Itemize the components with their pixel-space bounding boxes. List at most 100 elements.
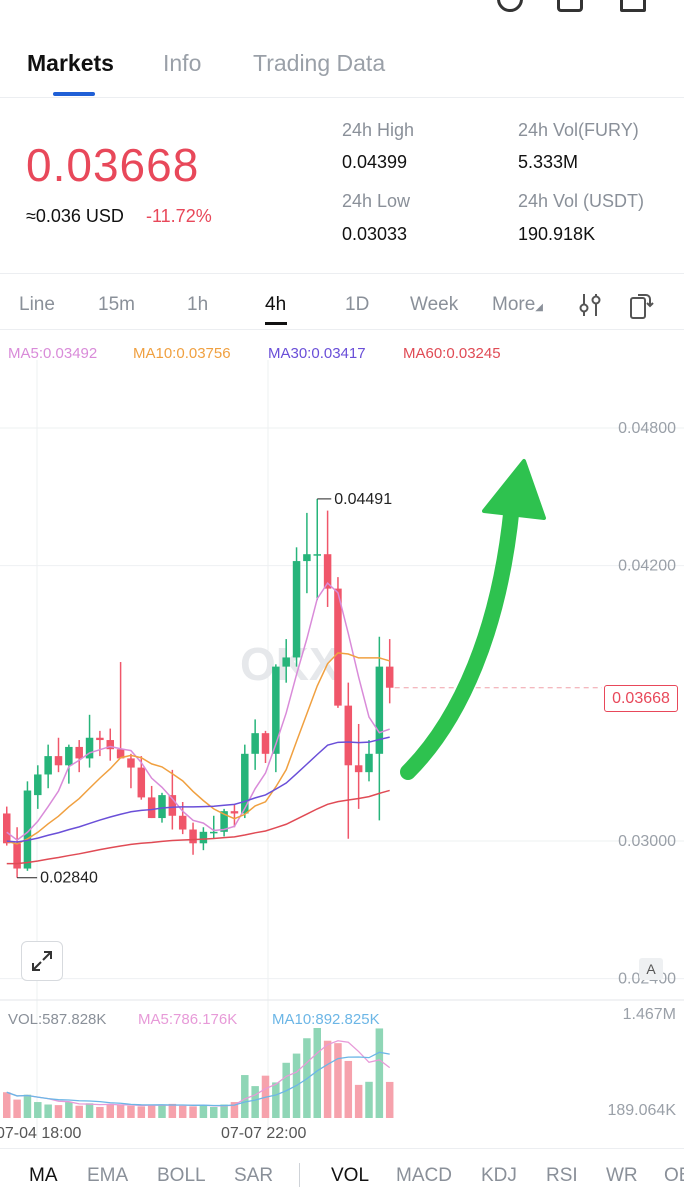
volume-bar [344,1060,353,1118]
candlestick-chart[interactable]: OKX 0.048000.042000.030000.024001.467M18… [0,330,684,1148]
candle-body [354,765,363,773]
candle-body [96,737,104,741]
tab-trading-data[interactable]: Trading Data [253,50,386,76]
tf-4h[interactable]: 4h [265,294,287,315]
candle-body [199,831,208,844]
tab-active-indicator [53,92,95,96]
star-icon[interactable] [620,0,646,12]
volume-bar [147,1105,156,1118]
candle-body [85,737,94,759]
ind-kdj[interactable]: KDJ [481,1165,517,1186]
volume-bar [365,1081,373,1118]
candle-body [178,815,187,830]
low-value: 0.03033 [342,224,408,244]
ind-ma[interactable]: MA [29,1165,58,1186]
ind-ema[interactable]: EMA [87,1165,129,1186]
vol-ma5-legend: MA5:786.176K [138,1011,238,1028]
volume-bar [23,1094,32,1118]
candle-body [230,811,239,814]
tf-week[interactable]: Week [410,294,459,315]
ma-line [6,652,390,845]
candle-body [137,767,146,798]
expand-chart-button[interactable] [21,941,63,981]
volume-bar [178,1105,187,1118]
info-icon[interactable] [497,0,523,12]
divider [0,329,684,330]
candle-body [116,749,125,759]
ind-boll[interactable]: BOLL [157,1165,206,1186]
candle-body [272,666,280,754]
candle-body [241,753,249,814]
volume-bar [158,1104,166,1118]
tf-active-indicator [265,322,287,325]
candle-body [168,795,177,816]
bell-icon[interactable] [557,0,583,12]
candle-body [106,740,114,750]
candle-body [158,795,166,819]
tf-more[interactable]: More◢ [492,294,543,316]
ind-sar[interactable]: SAR [234,1165,274,1186]
volume-bar [199,1105,208,1118]
usd-value: ≈0.036 USD [26,206,124,226]
candle-body [75,746,83,759]
chart-grid [0,360,684,1140]
tf-more-label: More [492,294,536,315]
volume-bar [272,1082,280,1118]
candle-body [54,756,63,766]
ind-macd[interactable]: MACD [396,1165,452,1186]
expand-icon [32,951,52,971]
arrow-head [482,459,546,520]
volume-bar [230,1102,239,1118]
divider [0,97,684,98]
volume-ma-line [6,1051,390,1107]
ind-vol[interactable]: VOL [331,1165,370,1186]
ma-line [6,736,390,843]
high-value: 0.04399 [342,152,408,172]
volume-bar [65,1102,73,1118]
candle-body [3,813,11,844]
candle-body [127,758,135,768]
high-marker-label: 0.04491 [334,491,392,508]
vol-quote-label: 24h Vol (USDT) [518,191,645,211]
volume-bar [334,1043,342,1118]
candle-body [44,756,52,775]
candle-body [147,797,156,819]
vol-base-label: 24h Vol(FURY) [518,120,639,140]
rotate-screen-icon[interactable] [628,292,654,320]
ma5-legend: MA5:0.03492 [8,345,98,362]
indicator-separator [299,1163,300,1187]
ind-ob[interactable]: OB [664,1165,684,1186]
settings-sliders-icon[interactable] [578,292,602,318]
top-tabs: Markets Info Trading Data [0,44,684,96]
candle-body [13,843,21,869]
candle-body [220,811,228,832]
ind-wr[interactable]: WR [606,1165,638,1186]
candle-body [65,746,73,766]
low-marker-label: 0.02840 [40,870,98,887]
tf-15m[interactable]: 15m [98,294,135,315]
candle-body [23,790,32,869]
tf-line[interactable]: Line [19,294,55,315]
ma-lines [6,581,390,865]
volume-bar [354,1084,363,1118]
tab-markets[interactable]: Markets [27,50,114,76]
indicator-bar: MA EMA BOLL SAR VOL MACD KDJ RSI WR OB [0,1148,684,1200]
tf-1d[interactable]: 1D [345,294,370,315]
volume-bar [75,1105,83,1118]
ind-rsi[interactable]: RSI [546,1165,578,1186]
candle-body [34,774,42,796]
last-price: 0.03668 [26,139,200,191]
autoscale-button[interactable]: A [639,958,663,980]
candle-body [189,829,197,844]
volume-bar [189,1106,197,1118]
volume-bar [323,1040,332,1118]
ma-line [6,581,390,842]
volume-bar [116,1104,125,1118]
tf-1h[interactable]: 1h [187,294,209,315]
green-arrow-annotation [400,459,546,780]
candle-body [292,561,301,658]
tab-info[interactable]: Info [163,50,202,76]
price-axis: 0.048000.042000.030000.024001.467M189.06… [607,420,676,1119]
high-label: 24h High [342,120,415,140]
price-axis-label: 0.03000 [618,833,676,850]
